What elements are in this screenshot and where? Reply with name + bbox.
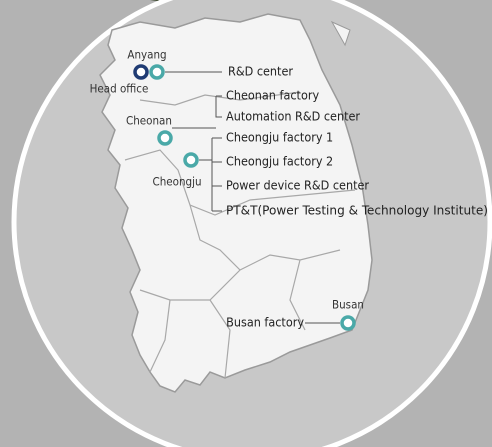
city-label: Cheonan: [126, 114, 172, 128]
facility-label: Cheonan factory: [226, 88, 319, 103]
facility-label: PT&T(Power Testing & Technology Institut…: [226, 203, 488, 218]
city-label: Cheongju: [152, 175, 201, 189]
location-marker: [157, 130, 173, 146]
location-marker: [133, 64, 149, 80]
peninsula: [99, 13, 373, 393]
facility-label: R&D center: [228, 64, 293, 79]
location-marker: [183, 152, 199, 168]
city-label: Busan: [332, 298, 364, 312]
facility-label: Busan factory: [226, 315, 304, 330]
city-label: Anyang: [127, 48, 166, 62]
facility-label: Cheongju factory 2: [226, 154, 333, 169]
facility-label: Power device R&D center: [226, 178, 369, 193]
province-borders: [124, 91, 356, 379]
location-marker: [149, 64, 165, 80]
leader-line: [172, 95, 222, 129]
facility-label: Automation R&D center: [226, 109, 360, 124]
city-label: Head office: [90, 82, 149, 96]
location-marker: [340, 315, 356, 331]
island: [330, 20, 351, 47]
facility-label: Cheongju factory 1: [226, 130, 333, 145]
leader-line: [199, 137, 222, 212]
